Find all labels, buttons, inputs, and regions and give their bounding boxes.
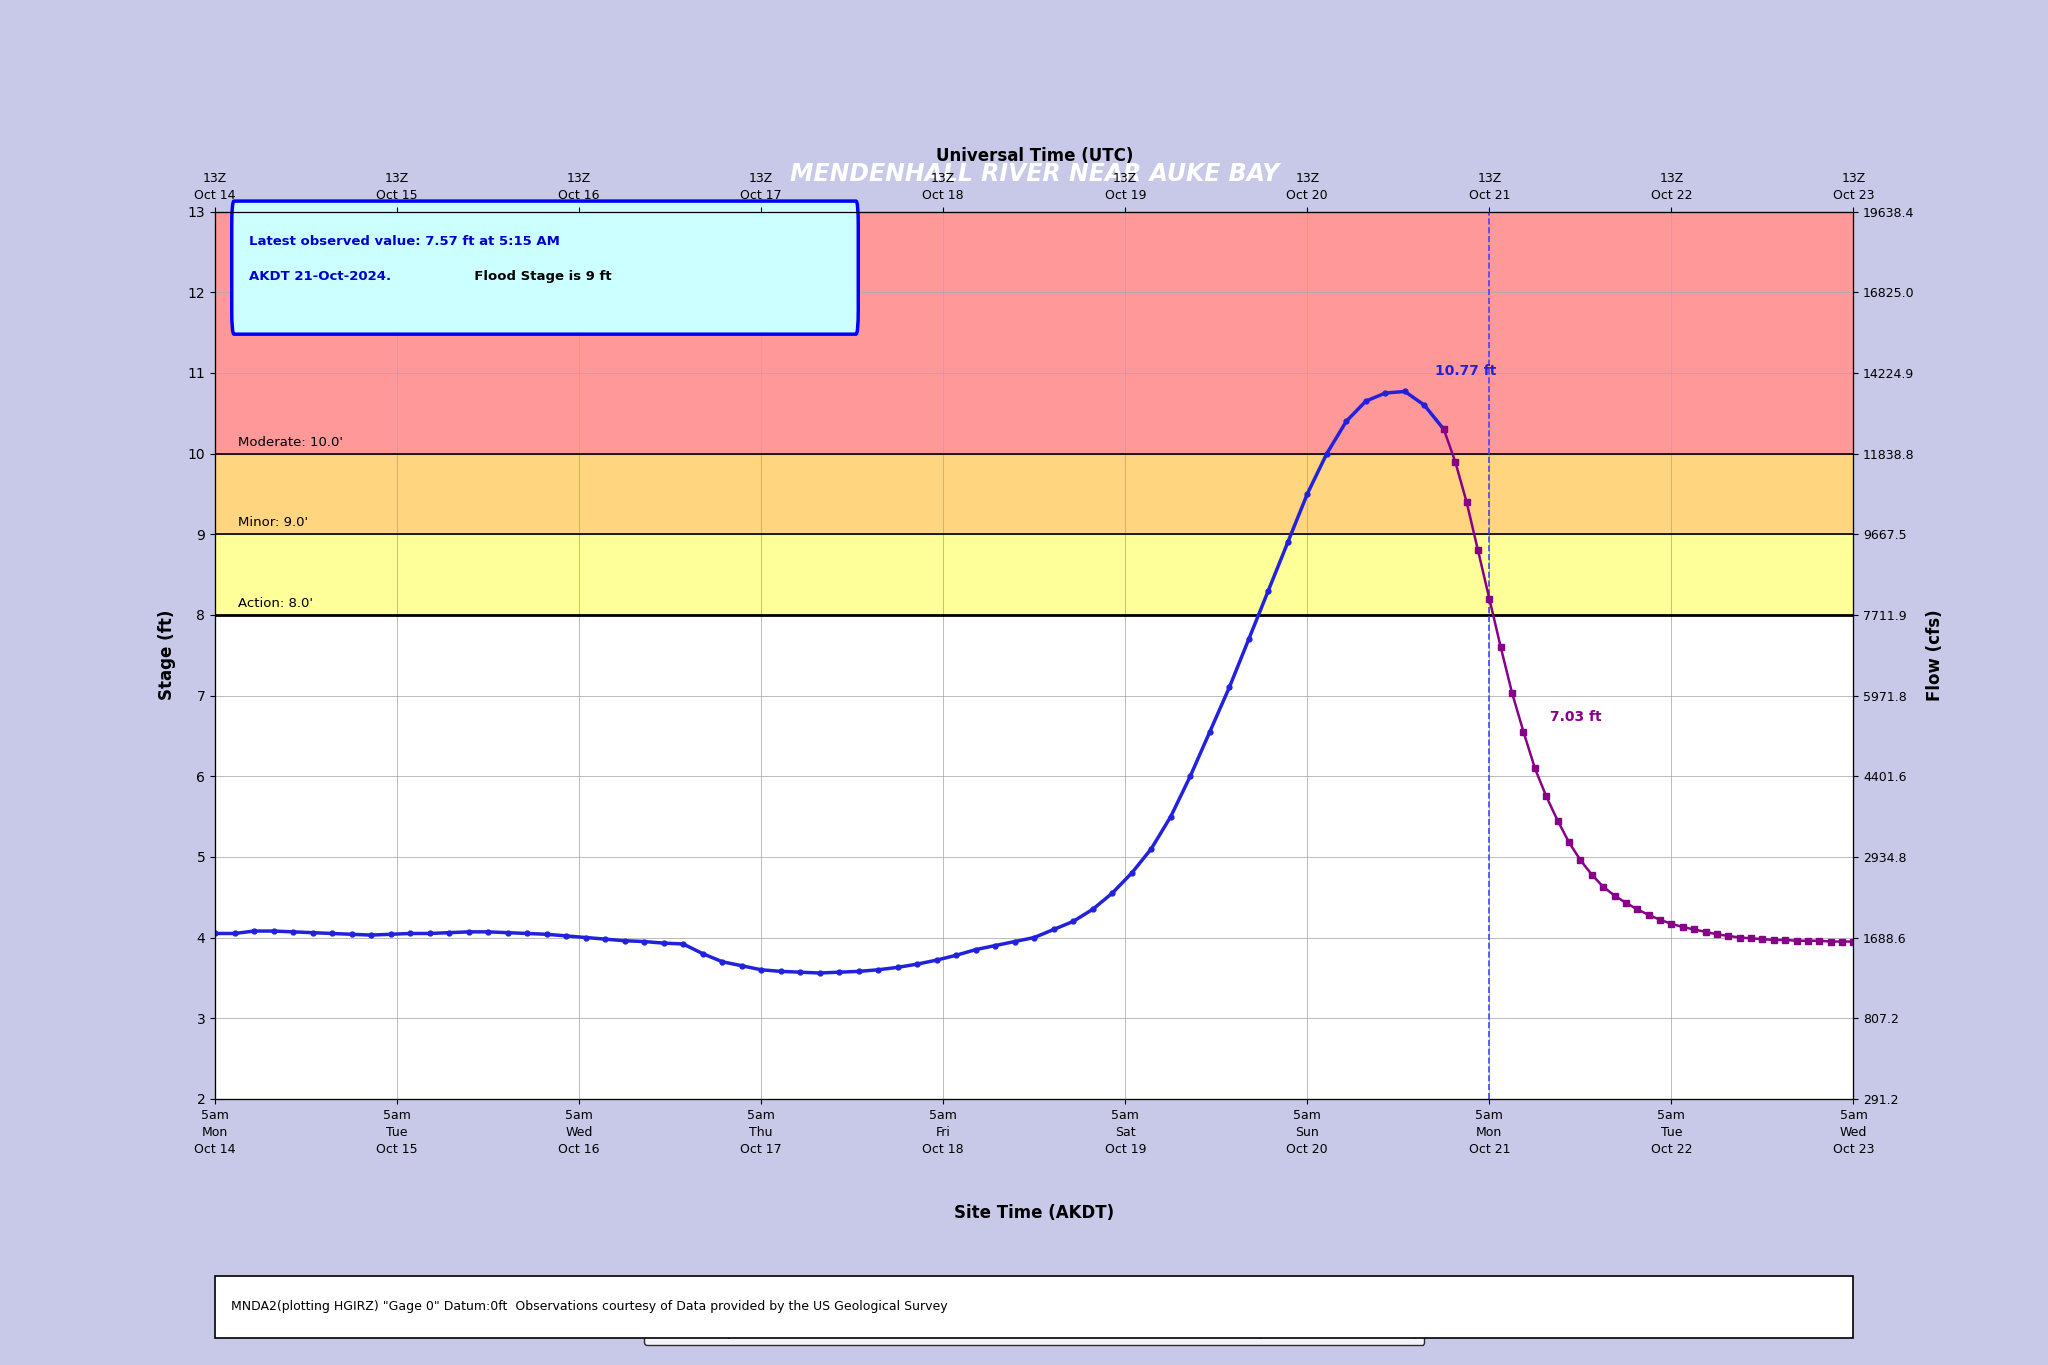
Forecast (issued 5:38PM Oct 20) [1671, 919, 1696, 935]
FancyBboxPatch shape [215, 1276, 1853, 1338]
Forecast (issued 5:38PM Oct 20) [1806, 932, 1831, 949]
Forecast (issued 5:38PM Oct 20) [1841, 934, 1866, 950]
Bar [215, 453, 1853, 534]
Forecast (issued 5:38PM Oct 20) [1624, 901, 1649, 917]
Forecast (issued 5:38PM Oct 20) [1704, 925, 1729, 942]
Forecast (issued 5:38PM Oct 20) [1614, 894, 1638, 910]
Observed [711, 954, 735, 971]
Forecast (issued 5:38PM Oct 20) [1591, 879, 1616, 895]
Forecast (issued 5:38PM Oct 20) [1716, 928, 1741, 945]
Text: Flood Stage is 9 ft: Flood Stage is 9 ft [465, 270, 612, 283]
Observed [203, 925, 227, 942]
Forecast (issued 5:38PM Oct 20) [1489, 639, 1513, 655]
Text: MNDA2(plotting HGIRZ) "Gage 0" Datum:0ft  Observations courtesy of Data provided: MNDA2(plotting HGIRZ) "Gage 0" Datum:0ft… [231, 1301, 948, 1313]
Forecast (issued 5:38PM Oct 20) [1444, 453, 1468, 470]
Forecast (issued 5:38PM Oct 20) [1739, 930, 1763, 946]
Forecast (issued 5:38PM Oct 20) [1454, 494, 1479, 511]
Observed [905, 955, 930, 972]
Observed [358, 927, 383, 943]
Text: 10.77 ft: 10.77 ft [1436, 364, 1497, 378]
Forecast (issued 5:38PM Oct 20) [1649, 912, 1673, 928]
Forecast (issued 5:38PM Oct 20) [1774, 932, 1798, 949]
Forecast (issued 5:38PM Oct 20) [1681, 921, 1706, 938]
Observed [1022, 930, 1047, 946]
Text: Minor: 9.0': Minor: 9.0' [238, 516, 307, 530]
Forecast (issued 5:38PM Oct 20) [1819, 934, 1843, 950]
X-axis label: Site Time (AKDT): Site Time (AKDT) [954, 1204, 1114, 1222]
Observed [1001, 934, 1026, 950]
Forecast (issued 5:38PM Oct 20) [1796, 932, 1821, 949]
X-axis label: Universal Time (UTC): Universal Time (UTC) [936, 147, 1133, 165]
Observed [827, 964, 852, 980]
Forecast (issued 5:38PM Oct 20) [1511, 723, 1536, 740]
Y-axis label: Flow (cfs): Flow (cfs) [1925, 609, 1944, 702]
Forecast (issued 5:38PM Oct 20) [1784, 932, 1808, 949]
Forecast (issued 5:38PM Oct 20) [1579, 867, 1604, 883]
Bar [215, 614, 1853, 1099]
Text: Moderate: 10.0': Moderate: 10.0' [238, 435, 342, 449]
Forecast (issued 5:38PM Oct 20) [1726, 930, 1751, 946]
Text: AKDT 21-Oct-2024.: AKDT 21-Oct-2024. [250, 270, 391, 283]
Forecast (issued 5:38PM Oct 20) [1432, 422, 1456, 438]
Forecast (issued 5:38PM Oct 20) [1761, 932, 1786, 949]
Y-axis label: Stage (ft): Stage (ft) [158, 610, 176, 700]
Forecast (issued 5:38PM Oct 20) [1602, 887, 1626, 904]
Forecast (issued 5:38PM Oct 20) [1546, 812, 1571, 829]
Forecast (issued 5:38PM Oct 20) [1534, 788, 1559, 804]
Forecast (issued 5:38PM Oct 20) [1556, 834, 1581, 850]
Text: MENDENHALL RIVER NEAR AUKE BAY: MENDENHALL RIVER NEAR AUKE BAY [791, 162, 1278, 186]
Observed [807, 965, 831, 981]
Observed [1432, 422, 1456, 438]
Forecast (issued 5:38PM Oct 20) [1829, 934, 1853, 950]
Line: Forecast (issued 5:38PM Oct 20): Forecast (issued 5:38PM Oct 20) [1440, 426, 1858, 945]
Bar [215, 212, 1853, 453]
FancyBboxPatch shape [231, 201, 858, 334]
Forecast (issued 5:38PM Oct 20) [1499, 685, 1524, 702]
Observed [1393, 384, 1417, 400]
Bar [215, 534, 1853, 614]
Forecast (issued 5:38PM Oct 20) [1694, 924, 1718, 940]
Text: Action: 8.0': Action: 8.0' [238, 597, 313, 610]
Text: Latest observed value: 7.57 ft at 5:15 AM: Latest observed value: 7.57 ft at 5:15 A… [250, 235, 559, 248]
Forecast (issued 5:38PM Oct 20) [1636, 906, 1661, 923]
Forecast (issued 5:38PM Oct 20) [1569, 852, 1593, 868]
Forecast (issued 5:38PM Oct 20) [1659, 916, 1683, 932]
Text: 7.03 ft: 7.03 ft [1550, 710, 1602, 725]
Forecast (issued 5:38PM Oct 20) [1477, 591, 1501, 607]
Forecast (issued 5:38PM Oct 20) [1466, 542, 1491, 558]
Legend: Graph Created (5:52AM Oct 21, 2024), Observed, Forecast (issued 5:38PM Oct 20): Graph Created (5:52AM Oct 21, 2024), Obs… [645, 1320, 1423, 1345]
Forecast (issued 5:38PM Oct 20) [1751, 931, 1776, 947]
Forecast (issued 5:38PM Oct 20) [1522, 760, 1546, 777]
Line: Observed: Observed [213, 389, 1446, 976]
